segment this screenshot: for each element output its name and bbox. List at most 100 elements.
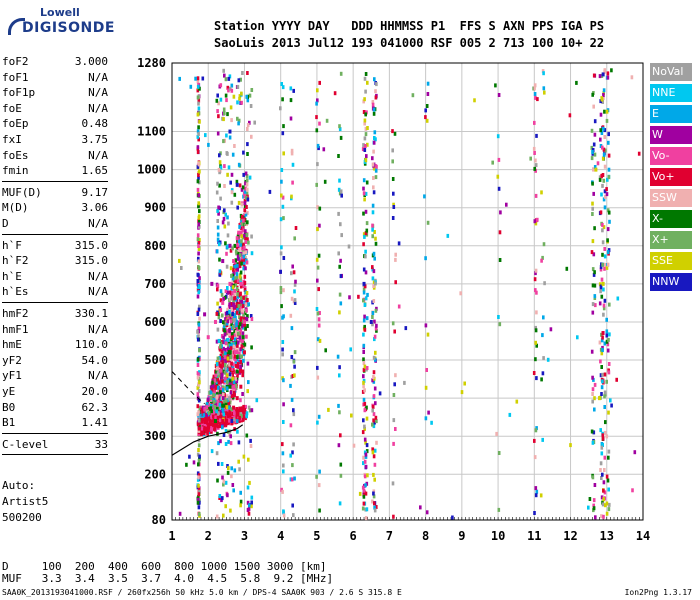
echo-point <box>226 233 230 238</box>
echo-point <box>239 499 243 504</box>
echo-point <box>198 512 201 517</box>
echo-point <box>363 314 366 319</box>
echo-point <box>223 164 226 169</box>
echo-point <box>216 181 219 186</box>
echo-point <box>337 154 340 158</box>
echo-point <box>362 178 366 183</box>
echo-point <box>362 357 365 362</box>
echo-point <box>362 211 365 216</box>
echo-point <box>221 408 225 413</box>
echo-point <box>233 337 237 342</box>
echo-point <box>223 73 226 78</box>
echo-point <box>593 165 597 169</box>
echo-point <box>533 438 536 443</box>
echo-point <box>197 222 200 227</box>
y-tick-label: 400 <box>144 391 166 405</box>
echo-point <box>237 162 241 167</box>
echo-point <box>600 365 603 369</box>
echo-point <box>372 251 376 256</box>
echo-point <box>508 412 512 417</box>
echo-point <box>216 366 219 371</box>
echo-point <box>607 210 611 215</box>
echo-point <box>200 426 204 431</box>
echo-point <box>245 414 248 419</box>
echo-point <box>231 285 235 290</box>
echo-point <box>226 346 230 351</box>
echo-point <box>608 219 611 224</box>
echo-point <box>239 503 242 508</box>
echo-point <box>591 201 594 206</box>
param-key: M(D) <box>2 201 29 215</box>
echo-point <box>364 483 367 488</box>
echo-point <box>237 239 241 244</box>
echo-point <box>497 451 501 455</box>
param-key: hmE <box>2 338 22 352</box>
echo-point <box>233 243 237 248</box>
echo-point <box>217 411 220 416</box>
echo-point <box>226 310 229 315</box>
echo-point <box>591 399 594 404</box>
echo-point <box>591 387 595 392</box>
echo-point <box>222 335 225 340</box>
echo-point <box>602 96 605 101</box>
echo-point <box>219 363 222 368</box>
echo-point <box>207 428 210 432</box>
echo-point <box>224 376 227 381</box>
echo-point <box>247 240 250 245</box>
echo-point <box>606 238 609 243</box>
echo-point <box>230 304 233 309</box>
echo-point <box>230 172 234 177</box>
echo-point <box>244 266 247 271</box>
echo-point <box>316 278 319 283</box>
echo-point <box>372 472 375 477</box>
echo-point <box>196 500 200 505</box>
echo-point <box>244 240 248 244</box>
echo-point <box>338 365 341 370</box>
echo-point <box>222 68 225 73</box>
echo-point <box>224 241 227 246</box>
echo-point <box>362 110 366 114</box>
echo-point <box>217 114 220 119</box>
echo-point <box>228 362 231 367</box>
echo-point <box>196 337 200 342</box>
echo-point <box>222 369 225 374</box>
echo-point <box>352 443 356 448</box>
echo-point <box>591 475 595 480</box>
echo-point <box>198 304 201 309</box>
echo-point <box>601 348 604 353</box>
echo-point <box>242 358 245 363</box>
echo-point <box>196 150 200 154</box>
echo-point <box>215 311 219 316</box>
echo-point <box>238 264 242 268</box>
echo-point <box>222 117 225 122</box>
echo-point <box>393 131 397 136</box>
echo-point <box>289 383 292 388</box>
echo-point <box>373 319 376 324</box>
echo-point <box>242 254 246 259</box>
echo-point <box>600 192 603 197</box>
echo-point <box>591 440 595 445</box>
echo-point <box>232 94 236 99</box>
echo-point <box>236 278 239 283</box>
echo-point <box>240 299 244 304</box>
echo-point <box>202 413 206 418</box>
echo-point <box>290 194 293 199</box>
echo-point <box>373 386 377 391</box>
echo-point <box>232 344 236 349</box>
echo-point <box>364 112 367 117</box>
legend-item: Vo- <box>650 147 692 165</box>
echo-point <box>289 98 293 103</box>
echo-point <box>226 470 230 475</box>
echo-point <box>189 84 193 89</box>
echo-point <box>588 497 592 501</box>
echo-point <box>371 322 374 327</box>
echo-point <box>217 211 220 216</box>
plot-frame <box>171 62 644 521</box>
echo-point <box>293 373 296 378</box>
echo-point <box>197 132 200 137</box>
trace-point <box>197 426 201 431</box>
param-separator <box>2 180 108 182</box>
echo-point <box>219 97 223 102</box>
echo-point <box>373 230 376 234</box>
echo-point <box>374 95 378 100</box>
